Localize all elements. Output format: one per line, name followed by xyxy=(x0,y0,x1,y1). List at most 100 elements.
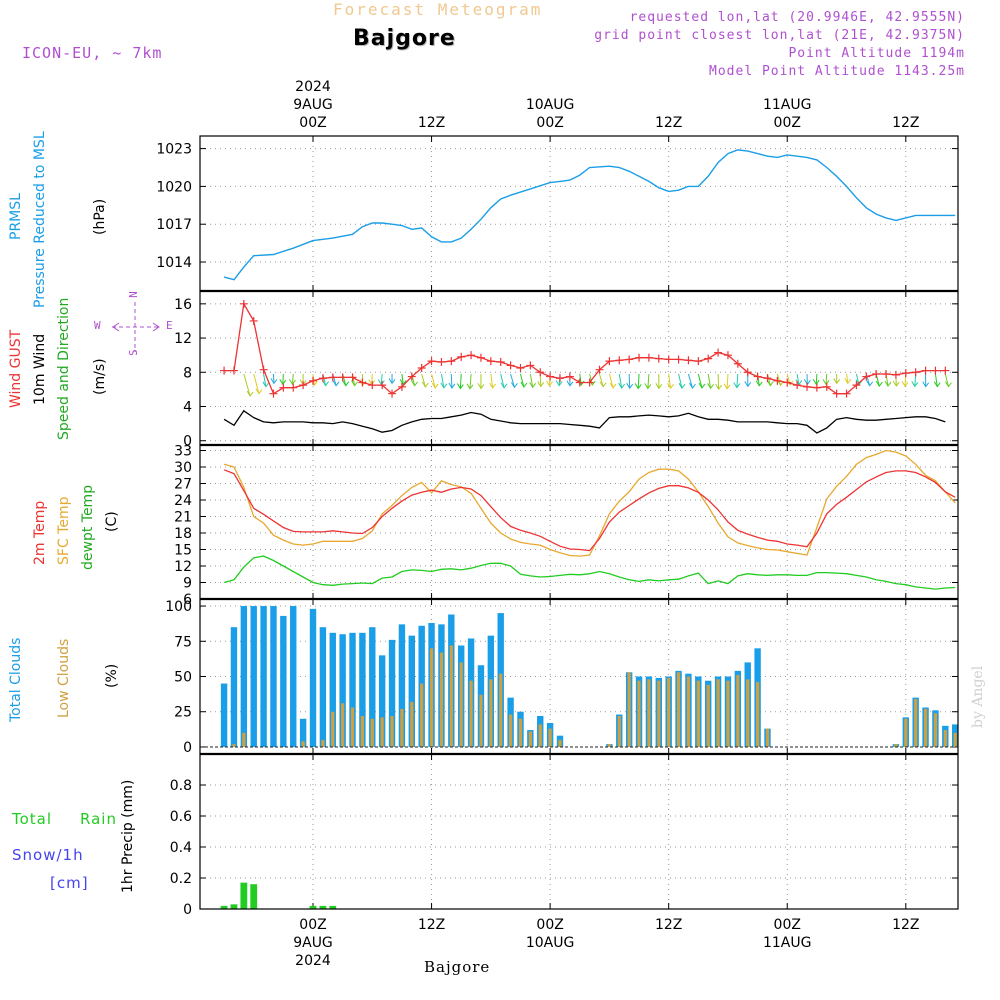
wind-direction-arrow xyxy=(707,373,712,389)
top-time-date: 11AUG xyxy=(763,97,812,113)
wind-direction-arrow xyxy=(796,373,800,385)
wind-direction-arrowhead xyxy=(812,378,820,386)
top-time-hour: 00Z xyxy=(536,115,563,131)
y-tick-label: 18 xyxy=(174,526,192,542)
low-cloud-bar xyxy=(518,718,523,747)
wind-direction-arrow xyxy=(934,373,938,387)
total-cloud-bar xyxy=(270,606,277,747)
wind-direction-arrow xyxy=(944,373,949,387)
low-cloud-bar xyxy=(746,679,750,747)
wind-direction-arrowhead xyxy=(342,380,350,387)
wind-direction-arrowhead xyxy=(322,380,329,387)
gust-marker xyxy=(506,361,515,370)
wind-direction-arrowhead xyxy=(537,381,545,388)
low-cloud-bar xyxy=(953,732,957,747)
gust-marker xyxy=(565,372,574,381)
wind-direction-arrowhead xyxy=(270,378,278,385)
total-cloud-bar xyxy=(408,635,415,747)
y-tick-label: 1023 xyxy=(156,142,192,158)
low-cloud-bar xyxy=(410,701,414,747)
gust-marker xyxy=(723,351,732,360)
gust-marker xyxy=(625,355,634,364)
gust-marker xyxy=(654,354,663,363)
low-cloud-bar xyxy=(331,711,335,747)
low-cloud-bar xyxy=(667,677,671,747)
rain-bar xyxy=(250,884,258,909)
y-tick-label: 100 xyxy=(165,599,192,615)
wind-direction-arrowhead xyxy=(655,383,663,390)
low-cloud-bar xyxy=(726,680,730,747)
wind-direction-arrowhead xyxy=(289,378,296,386)
precip-cm-label: [cm] xyxy=(50,874,89,892)
gust-marker xyxy=(882,369,891,378)
total-cloud-bar xyxy=(398,624,406,747)
gust-marker xyxy=(516,364,525,372)
gust-marker xyxy=(575,378,584,387)
wind-direction-arrowhead xyxy=(644,383,652,390)
low-cloud-bar xyxy=(469,680,473,747)
wind-direction-arrow xyxy=(678,373,683,389)
sfc-temp-line xyxy=(223,449,956,557)
low-cloud-bar xyxy=(360,715,364,747)
top-time-hour: 12Z xyxy=(892,115,919,131)
y-tick-label: 30 xyxy=(174,460,192,476)
y-tick-label: 1014 xyxy=(156,255,192,271)
gust-marker xyxy=(437,358,446,367)
wind-direction-arrowhead xyxy=(262,381,270,388)
grid-point-coords: grid point closest lon,lat (21E, 42.9375… xyxy=(594,28,965,43)
wind-direction-arrow xyxy=(510,373,515,388)
wind-direction-arrow xyxy=(312,373,315,386)
wind-direction-arrowhead xyxy=(545,380,553,387)
gust-marker xyxy=(546,372,555,381)
wind-direction-arrowhead xyxy=(566,380,574,387)
top-time-hour: 00Z xyxy=(774,115,801,131)
gust-marker xyxy=(911,368,920,377)
gust-marker xyxy=(753,372,762,381)
low-cloud-bar xyxy=(558,739,562,747)
low-cloud-bar xyxy=(499,673,503,747)
wind-direction-arrowhead xyxy=(786,379,794,386)
wind-direction-arrow xyxy=(490,373,494,389)
low-cloud-bar xyxy=(489,679,493,747)
total-cloud-bar xyxy=(339,634,346,747)
total-cloud-bar xyxy=(329,632,336,747)
wind-direction-arrow xyxy=(637,373,640,389)
wind-direction-arrowhead xyxy=(822,379,830,386)
rain-bar xyxy=(309,905,317,909)
bottom-time-date: 9AUG xyxy=(293,935,333,951)
wind-direction-arrow xyxy=(647,373,650,389)
gust-marker xyxy=(773,376,782,385)
gust-marker xyxy=(556,374,564,383)
gust-marker xyxy=(832,389,841,398)
model-name: ICON-EU, ~ 7km xyxy=(22,44,163,62)
wind-direction-arrow xyxy=(500,373,505,388)
low-cloud-bar xyxy=(696,680,700,747)
forecast-title: Forecast Meteogram xyxy=(333,0,543,19)
bottom-time-hour: 12Z xyxy=(418,917,445,933)
wind-direction-arrowhead xyxy=(766,380,774,387)
gust-marker xyxy=(822,382,831,391)
gust-marker xyxy=(496,358,505,367)
total-cloud-bar xyxy=(240,606,248,747)
gust-marker xyxy=(289,383,298,392)
low-cloud-bar xyxy=(420,683,424,747)
y-tick-label: 1017 xyxy=(156,217,192,233)
total-cloud-bar xyxy=(319,627,327,747)
wind-direction-arrow xyxy=(608,373,614,389)
temp2m-line xyxy=(223,469,956,552)
gust-marker xyxy=(358,378,367,387)
wind-direction-arrowhead xyxy=(500,382,508,389)
gust-marker xyxy=(901,369,910,378)
wind-direction-arrow xyxy=(726,373,729,389)
low-cloud-bar xyxy=(232,744,236,747)
gust-marker xyxy=(714,348,723,357)
y-tick-label: 0.4 xyxy=(170,840,192,856)
low-cloud-bar xyxy=(459,662,463,747)
bottom-time-hour: 00Z xyxy=(299,917,326,933)
y-tick-label: 1020 xyxy=(156,179,192,195)
wind-direction-arrow xyxy=(263,373,267,387)
y-tick-label: 15 xyxy=(174,543,192,559)
gust-marker xyxy=(407,372,416,381)
y-tick-label: 27 xyxy=(174,477,192,493)
gust-marker xyxy=(931,366,940,375)
